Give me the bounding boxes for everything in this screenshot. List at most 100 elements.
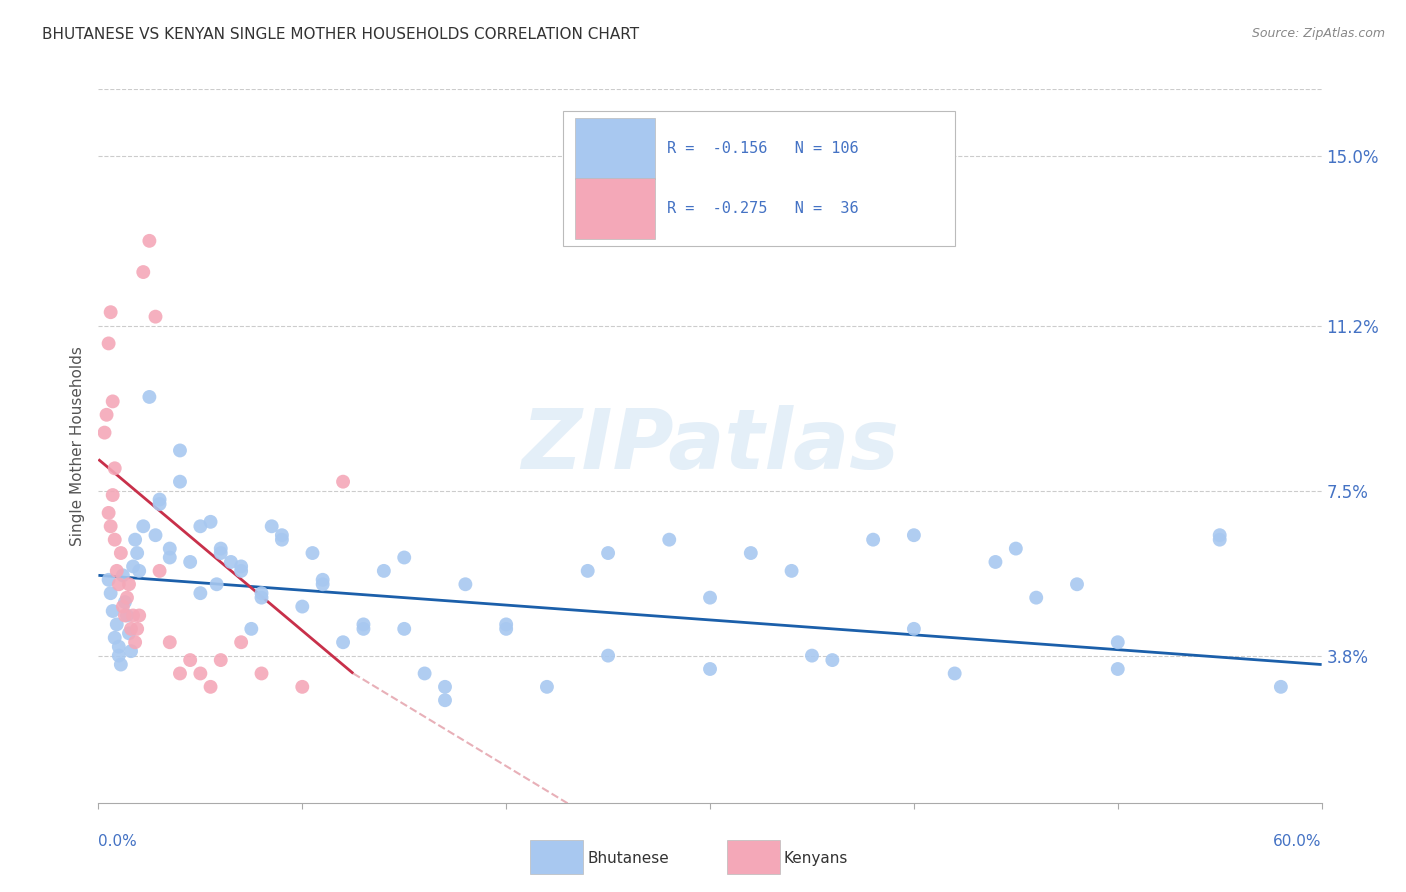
Point — [93, 425, 115, 440]
Point — [128, 564, 150, 578]
Point — [250, 586, 273, 600]
Point — [97, 506, 120, 520]
Point — [495, 617, 517, 632]
Point — [301, 546, 323, 560]
Point — [120, 644, 142, 658]
FancyBboxPatch shape — [564, 111, 955, 246]
Y-axis label: Single Mother Households: Single Mother Households — [70, 346, 86, 546]
Point — [149, 492, 172, 507]
Point — [120, 622, 142, 636]
Point — [101, 488, 124, 502]
Point — [110, 657, 132, 672]
Point — [132, 265, 155, 279]
Point — [104, 631, 127, 645]
Point — [115, 608, 138, 623]
Point — [111, 599, 134, 614]
Point — [200, 680, 222, 694]
Point — [149, 497, 172, 511]
Point — [128, 608, 150, 623]
Point — [124, 635, 146, 649]
Point — [118, 577, 141, 591]
Text: 60.0%: 60.0% — [1274, 834, 1322, 849]
Point — [352, 617, 374, 632]
Point — [862, 533, 884, 547]
Point — [100, 305, 122, 319]
Point — [149, 564, 172, 578]
Point — [231, 559, 253, 574]
Point — [903, 622, 925, 636]
Point — [104, 533, 127, 547]
Point — [454, 577, 477, 591]
Point — [699, 591, 721, 605]
Point — [108, 577, 131, 591]
Point — [122, 559, 145, 574]
Point — [145, 528, 167, 542]
Point — [105, 564, 128, 578]
Point — [101, 604, 124, 618]
Point — [1004, 541, 1026, 556]
Point — [145, 310, 167, 324]
Point — [270, 533, 294, 547]
Point — [188, 519, 212, 533]
Point — [114, 608, 136, 623]
Point — [101, 394, 124, 409]
Point — [270, 528, 294, 542]
Point — [188, 586, 212, 600]
Point — [903, 528, 925, 542]
Point — [108, 640, 131, 654]
Point — [1107, 635, 1129, 649]
Point — [943, 666, 966, 681]
Text: Kenyans: Kenyans — [783, 852, 848, 866]
Point — [312, 577, 335, 591]
Point — [291, 599, 314, 614]
Point — [115, 591, 138, 605]
Point — [219, 555, 242, 569]
Point — [97, 336, 120, 351]
Point — [1208, 528, 1232, 542]
Point — [312, 573, 335, 587]
Point — [596, 648, 619, 663]
Point — [138, 390, 160, 404]
Point — [209, 653, 232, 667]
Point — [495, 622, 517, 636]
Point — [250, 591, 273, 605]
Point — [169, 443, 191, 458]
FancyBboxPatch shape — [575, 178, 655, 238]
Point — [984, 555, 1007, 569]
Point — [240, 622, 263, 636]
Point — [118, 626, 141, 640]
Point — [179, 653, 201, 667]
Point — [200, 515, 222, 529]
Point — [100, 519, 122, 533]
Point — [1025, 591, 1047, 605]
Point — [392, 622, 416, 636]
Text: R =  -0.156   N = 106: R = -0.156 N = 106 — [668, 141, 859, 156]
Point — [110, 546, 132, 560]
Point — [576, 564, 599, 578]
Point — [352, 622, 374, 636]
Point — [105, 617, 128, 632]
Point — [96, 408, 118, 422]
Point — [231, 635, 253, 649]
Point — [159, 635, 181, 649]
Point — [699, 662, 721, 676]
Point — [433, 680, 456, 694]
Point — [100, 586, 122, 600]
Point — [821, 653, 844, 667]
Point — [596, 546, 619, 560]
Point — [124, 533, 146, 547]
Point — [169, 475, 191, 489]
Point — [1107, 662, 1129, 676]
Point — [97, 573, 120, 587]
Point — [291, 680, 314, 694]
Point — [801, 648, 824, 663]
Point — [332, 635, 354, 649]
Point — [104, 461, 127, 475]
Point — [179, 555, 201, 569]
Point — [209, 546, 232, 560]
Point — [780, 564, 803, 578]
Point — [159, 550, 181, 565]
Point — [1208, 533, 1232, 547]
Point — [122, 608, 145, 623]
Point — [159, 541, 181, 556]
